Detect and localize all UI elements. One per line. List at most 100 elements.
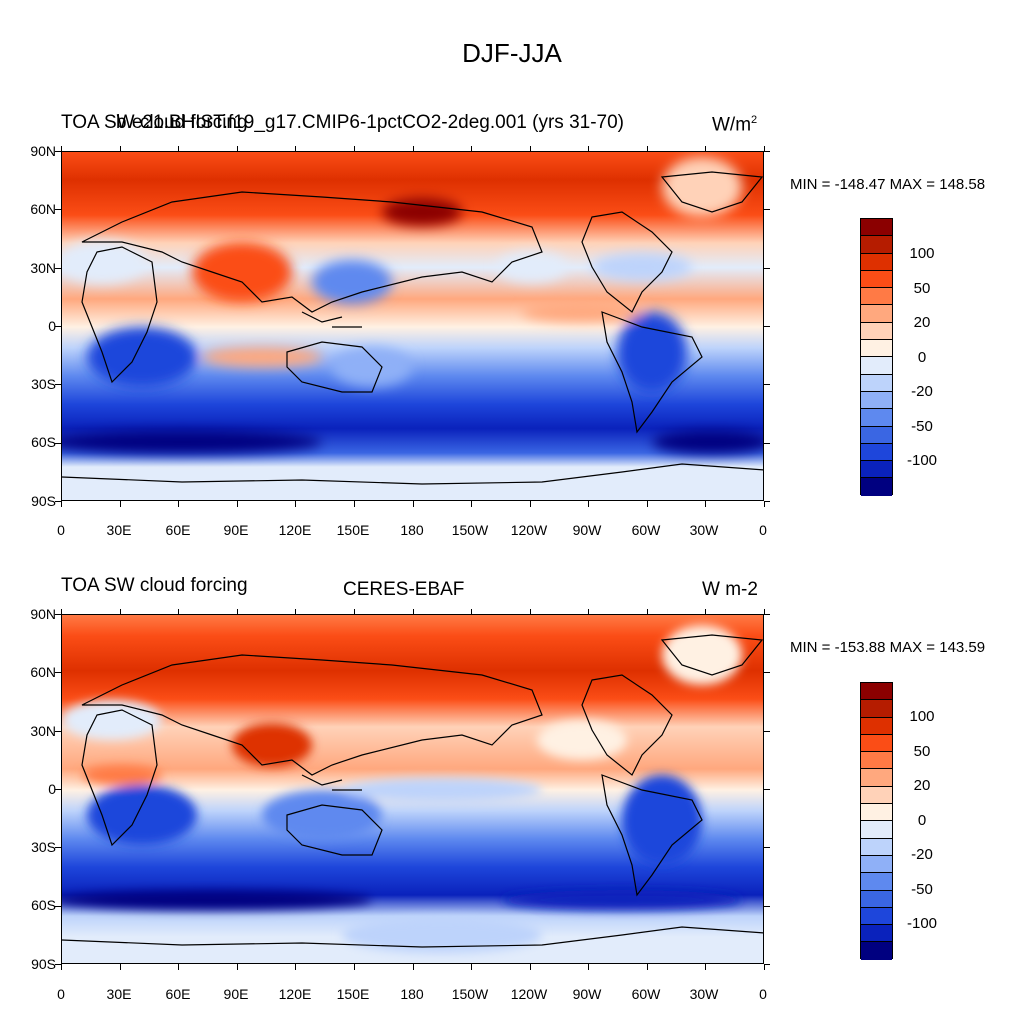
colorbar-swatch	[861, 683, 892, 701]
colorbar-swatch	[861, 270, 892, 289]
colorbar-label: 20	[913, 314, 931, 331]
axis-tick	[178, 501, 179, 507]
axis-tick	[530, 609, 531, 615]
lon-label: 60E	[165, 986, 191, 1002]
contour-map-model	[62, 152, 763, 500]
lat-label: 90S	[31, 493, 56, 509]
colorbar-swatch	[861, 821, 892, 839]
axis-tick	[55, 268, 61, 269]
axis-tick	[471, 964, 472, 970]
axis-tick	[55, 964, 61, 965]
colorbar-swatch	[861, 717, 892, 735]
axis-tick	[413, 609, 414, 615]
lon-label: 30W	[689, 522, 719, 538]
colorbar-swatch	[861, 461, 892, 479]
axis-tick	[295, 609, 296, 615]
axis-tick	[237, 146, 238, 152]
map-observations	[61, 614, 764, 964]
colorbar-label: 20	[913, 777, 931, 794]
axis-tick	[705, 609, 706, 615]
colorbar-swatch	[861, 391, 892, 410]
min-max-label: MIN = -153.88 MAX = 143.59	[790, 639, 986, 656]
lon-label: 0	[759, 522, 767, 538]
colorbar-label: 0	[917, 812, 927, 829]
colorbar-swatch	[861, 838, 892, 856]
colorbar	[860, 218, 893, 496]
axis-tick	[588, 501, 589, 507]
axis-tick	[55, 326, 61, 327]
lat-label: 30S	[31, 376, 56, 392]
colorbar-swatch	[861, 734, 892, 753]
axis-tick	[55, 672, 61, 673]
axis-tick	[413, 146, 414, 152]
panel-observations: TOA SW cloud forcing CERES-EBAF W m-2	[0, 0, 1024, 1002]
axis-tick	[354, 146, 355, 152]
colorbar-label: 100	[909, 245, 935, 262]
axis-tick	[295, 501, 296, 507]
colorbar-label: -20	[911, 846, 933, 863]
colorbar-swatch	[861, 942, 892, 960]
axis-tick	[705, 146, 706, 152]
lon-label: 60W	[631, 522, 661, 538]
axis-tick	[354, 609, 355, 615]
lat-label: 60S	[31, 897, 56, 913]
axis-tick	[647, 501, 648, 507]
axis-tick	[530, 146, 531, 152]
axis-tick	[705, 501, 706, 507]
axis-tick	[55, 731, 61, 732]
colorbar-swatch	[861, 236, 892, 254]
axis-tick	[588, 609, 589, 615]
panel-left-title: TOA SW cloud forcing	[61, 575, 248, 596]
lon-label: 0	[57, 986, 65, 1002]
axis-tick	[764, 151, 770, 152]
lon-label: 150E	[336, 522, 370, 538]
axis-tick	[178, 146, 179, 152]
axis-tick	[764, 443, 770, 444]
colorbar-swatch	[861, 288, 892, 306]
axis-tick	[61, 609, 62, 615]
contour-map-observations	[62, 615, 763, 963]
colorbar-label: 50	[913, 743, 931, 760]
colorbar-swatch	[861, 890, 892, 908]
axis-tick	[55, 151, 61, 152]
axis-tick	[55, 209, 61, 210]
colorbar-swatch	[861, 322, 892, 341]
axis-tick	[55, 501, 61, 502]
colorbar-swatch	[861, 907, 892, 926]
lon-label: 30E	[106, 522, 132, 538]
colorbar-label: -50	[911, 418, 933, 435]
axis-tick	[764, 609, 765, 615]
panel-left-title: TOA SW cloud forcing	[61, 112, 248, 133]
axis-tick	[120, 501, 121, 507]
axis-tick	[764, 209, 770, 210]
axis-tick	[413, 964, 414, 970]
min-max-label: MIN = -148.47 MAX = 148.58	[790, 176, 986, 193]
axis-tick	[647, 146, 648, 152]
axis-tick	[55, 614, 61, 615]
lat-label: 30S	[31, 839, 56, 855]
colorbar-label: 100	[909, 708, 935, 725]
axis-tick	[295, 964, 296, 970]
lon-label: 90W	[572, 986, 602, 1002]
lon-label: 30W	[689, 986, 719, 1002]
axis-tick	[120, 964, 121, 970]
lon-label: 150E	[336, 986, 370, 1002]
lon-label: 120E	[278, 522, 312, 538]
axis-tick	[764, 964, 770, 965]
lat-label: 90N	[30, 143, 56, 159]
colorbar-swatch	[861, 873, 892, 891]
map-model	[61, 151, 764, 501]
axis-tick	[530, 964, 531, 970]
colorbar-label: -20	[911, 383, 933, 400]
colorbar-swatch	[861, 219, 892, 237]
axis-tick	[237, 609, 238, 615]
colorbar-swatch	[861, 305, 892, 323]
colorbar-swatch	[861, 925, 892, 943]
axis-tick	[764, 614, 770, 615]
axis-tick	[530, 501, 531, 507]
lon-label: 60W	[631, 986, 661, 1002]
axis-tick	[588, 964, 589, 970]
colorbar-swatch	[861, 752, 892, 770]
panel-units: W/m2	[712, 114, 758, 136]
axis-tick	[471, 146, 472, 152]
